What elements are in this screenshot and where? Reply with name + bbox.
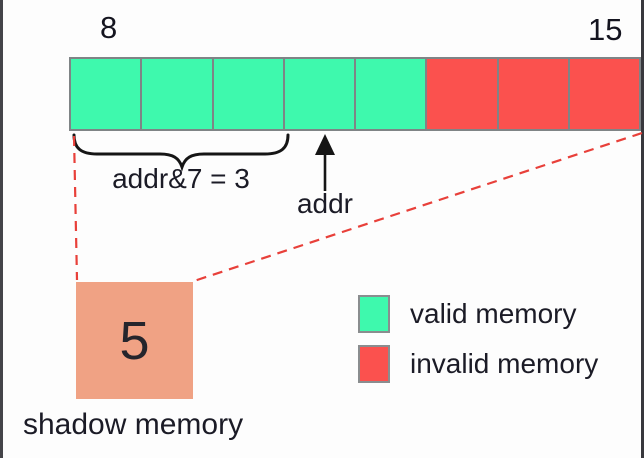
valid-memory-swatch xyxy=(358,295,390,333)
shadow-memory-value: 5 xyxy=(119,310,150,371)
projection-line-right xyxy=(193,131,643,283)
memory-cell xyxy=(427,59,499,129)
memory-cell xyxy=(356,59,428,129)
memory-cell xyxy=(71,59,143,129)
memory-bar xyxy=(69,57,641,131)
addr-label: addr xyxy=(296,188,354,219)
legend-row-invalid: invalid memory xyxy=(358,344,598,384)
memory-cell xyxy=(142,59,214,129)
shadow-memory-cell: 5 xyxy=(76,282,193,399)
memory-cell xyxy=(498,59,570,129)
legend: valid memory invalid memory xyxy=(358,294,598,384)
invalid-memory-swatch xyxy=(358,345,390,383)
invalid-memory-label: invalid memory xyxy=(410,348,599,379)
brace-formula-label: addr&7 = 3 xyxy=(112,163,250,194)
bar-start-address-label: 8 xyxy=(100,10,118,45)
memory-cell xyxy=(569,59,639,129)
addr-arrow-head xyxy=(315,134,335,155)
legend-row-valid: valid memory xyxy=(358,294,598,334)
bar-end-address-label: 15 xyxy=(588,12,623,47)
memory-cell xyxy=(284,59,356,129)
projection-line-left xyxy=(72,135,79,281)
valid-memory-label: valid memory xyxy=(410,298,577,329)
shadow-memory-caption: shadow memory xyxy=(23,408,244,441)
memory-cell xyxy=(213,59,285,129)
